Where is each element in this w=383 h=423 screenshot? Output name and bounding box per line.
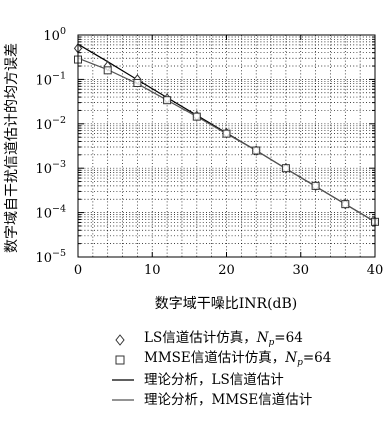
square-point — [341, 200, 350, 209]
plot-frame — [77, 34, 376, 258]
x-tick-label: 20 — [218, 263, 235, 278]
square-point — [192, 112, 201, 121]
y-tick-label: 100 — [43, 26, 66, 44]
legend-item-ls-sim: LS信道估计仿真，Np=64 — [112, 330, 331, 350]
y-tick-label: 10−5 — [35, 248, 66, 266]
x-tick-label: 30 — [292, 263, 309, 278]
legend-item-mmse-theory: 理论分析，MMSE信道估计 — [112, 390, 331, 410]
square-point — [133, 78, 142, 87]
solid-line-icon — [112, 370, 138, 390]
square-point — [103, 66, 112, 75]
x-tick-label: 40 — [367, 263, 383, 278]
x-axis-label: 数字域干噪比INR(dB) — [155, 296, 298, 312]
square-marker-icon — [112, 350, 138, 370]
x-tick-label: 10 — [144, 263, 161, 278]
square-point — [163, 96, 172, 105]
legend-item-ls-theory: 理论分析，LS信道估计 — [112, 370, 331, 390]
legend-item-mmse-sim: MMSE信道估计仿真，Np=64 — [112, 350, 331, 370]
plot-background — [78, 35, 375, 257]
y-axis-label: 数字域自干扰信道估计的均方误差 — [4, 43, 20, 253]
y-tick-label: 10−4 — [35, 204, 66, 222]
legend-label: 理论分析，MMSE信道估计 — [144, 392, 313, 408]
y-tick-label: 10−1 — [35, 70, 66, 88]
y-tick-labels: 100 10−1 10−2 10−3 10−4 10−5 — [35, 26, 66, 266]
y-tick-label: 10−2 — [35, 115, 66, 133]
legend-label: 理论分析，LS信道估计 — [144, 372, 284, 388]
legend-label: MMSE信道估计仿真，Np=64 — [144, 349, 332, 368]
x-tick-labels: 0 10 20 30 40 — [74, 263, 383, 278]
y-tick-label: 10−3 — [35, 159, 66, 177]
square-point — [222, 129, 231, 138]
square-point — [252, 146, 261, 155]
solid-line-icon — [112, 390, 138, 410]
diamond-marker-icon — [112, 330, 138, 350]
legend-label: LS信道估计仿真，Np=64 — [144, 329, 303, 348]
square-point — [281, 164, 290, 173]
x-tick-label: 0 — [74, 263, 82, 278]
legend: LS信道估计仿真，Np=64 MMSE信道估计仿真，Np=64 理论分析，LS信… — [112, 330, 331, 410]
square-point — [311, 181, 320, 190]
